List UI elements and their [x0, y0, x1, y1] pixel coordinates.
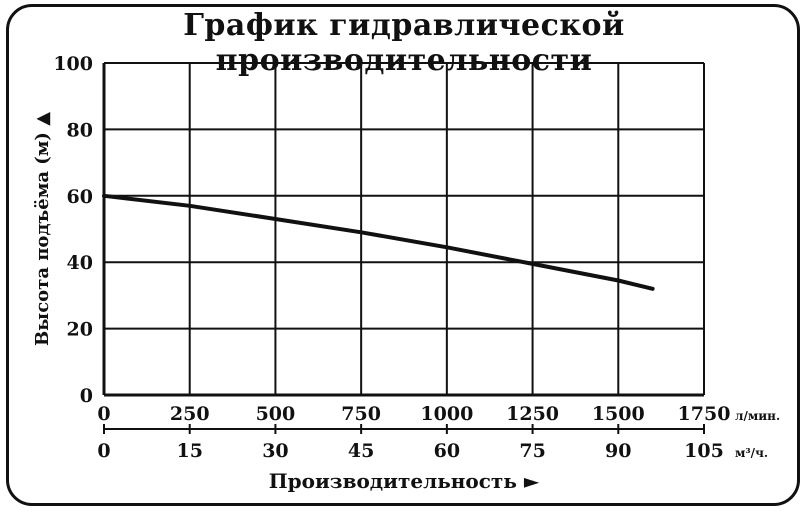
- x-tick-label-lpm: 1500: [592, 403, 645, 425]
- x-tick-label-lpm: 250: [170, 403, 210, 425]
- x-axis-title: Производительность ►: [269, 469, 540, 493]
- y-tick-label: 40: [67, 252, 93, 274]
- x-tick-label-m3h: 105: [684, 440, 724, 462]
- chart-title: График гидравлической производительности: [183, 8, 625, 78]
- x-axis-unit-lpm: л/мин.: [735, 409, 780, 423]
- x-tick-label-lpm: 750: [341, 403, 381, 425]
- x-tick-label-m3h: 60: [434, 440, 460, 462]
- x-axis-unit-m3h: м³/ч.: [735, 446, 768, 460]
- x-tick-label-m3h: 45: [348, 440, 374, 462]
- y-tick-label: 60: [67, 186, 93, 208]
- x-tick-label-m3h: 0: [97, 440, 110, 462]
- x-tick-label-m3h: 30: [262, 440, 288, 462]
- x-tick-label-lpm: 1250: [506, 403, 559, 425]
- x-tick-label-lpm: 1750: [678, 403, 731, 425]
- x-tick-label-lpm: 1000: [420, 403, 473, 425]
- x-tick-label-m3h: 75: [519, 440, 545, 462]
- x-tick-label-lpm: 0: [97, 403, 110, 425]
- performance-curve: [102, 193, 655, 291]
- chart-frame: [6, 4, 800, 506]
- y-tick-label: 20: [67, 319, 93, 341]
- y-axis-title: Высота подъёма (м) ▲: [32, 112, 53, 346]
- x-tick-label-m3h: 15: [176, 440, 202, 462]
- x-tick-label-lpm: 500: [256, 403, 296, 425]
- y-tick-label: 100: [53, 53, 93, 75]
- x-tick-label-m3h: 90: [605, 440, 631, 462]
- y-tick-label: 80: [67, 119, 93, 141]
- y-tick-label: 0: [80, 385, 93, 407]
